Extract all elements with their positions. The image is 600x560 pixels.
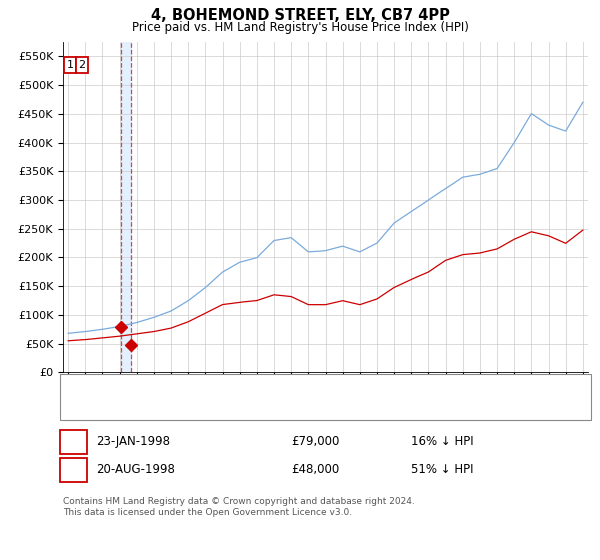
Text: 16% ↓ HPI: 16% ↓ HPI xyxy=(411,435,473,449)
Text: Price paid vs. HM Land Registry's House Price Index (HPI): Price paid vs. HM Land Registry's House … xyxy=(131,21,469,34)
Text: 23-JAN-1998: 23-JAN-1998 xyxy=(96,435,170,449)
Text: 4, BOHEMOND STREET, ELY, CB7 4PP: 4, BOHEMOND STREET, ELY, CB7 4PP xyxy=(151,8,449,24)
Bar xyxy=(121,42,131,372)
Text: Contains HM Land Registry data © Crown copyright and database right 2024.
This d: Contains HM Land Registry data © Crown c… xyxy=(63,497,415,517)
Text: £48,000: £48,000 xyxy=(291,463,339,476)
Text: 2: 2 xyxy=(70,463,77,476)
Text: 1: 1 xyxy=(67,60,73,70)
Text: 51% ↓ HPI: 51% ↓ HPI xyxy=(411,463,473,476)
Text: 4, BOHEMOND STREET, ELY, CB7 4PP (detached house): 4, BOHEMOND STREET, ELY, CB7 4PP (detach… xyxy=(111,383,398,393)
Text: 2: 2 xyxy=(79,60,85,70)
Text: 20-AUG-1998: 20-AUG-1998 xyxy=(96,463,175,476)
Text: 1: 1 xyxy=(70,435,77,449)
Text: £79,000: £79,000 xyxy=(291,435,340,449)
Text: HPI: Average price, detached house, East Cambridgeshire: HPI: Average price, detached house, East… xyxy=(111,402,413,412)
